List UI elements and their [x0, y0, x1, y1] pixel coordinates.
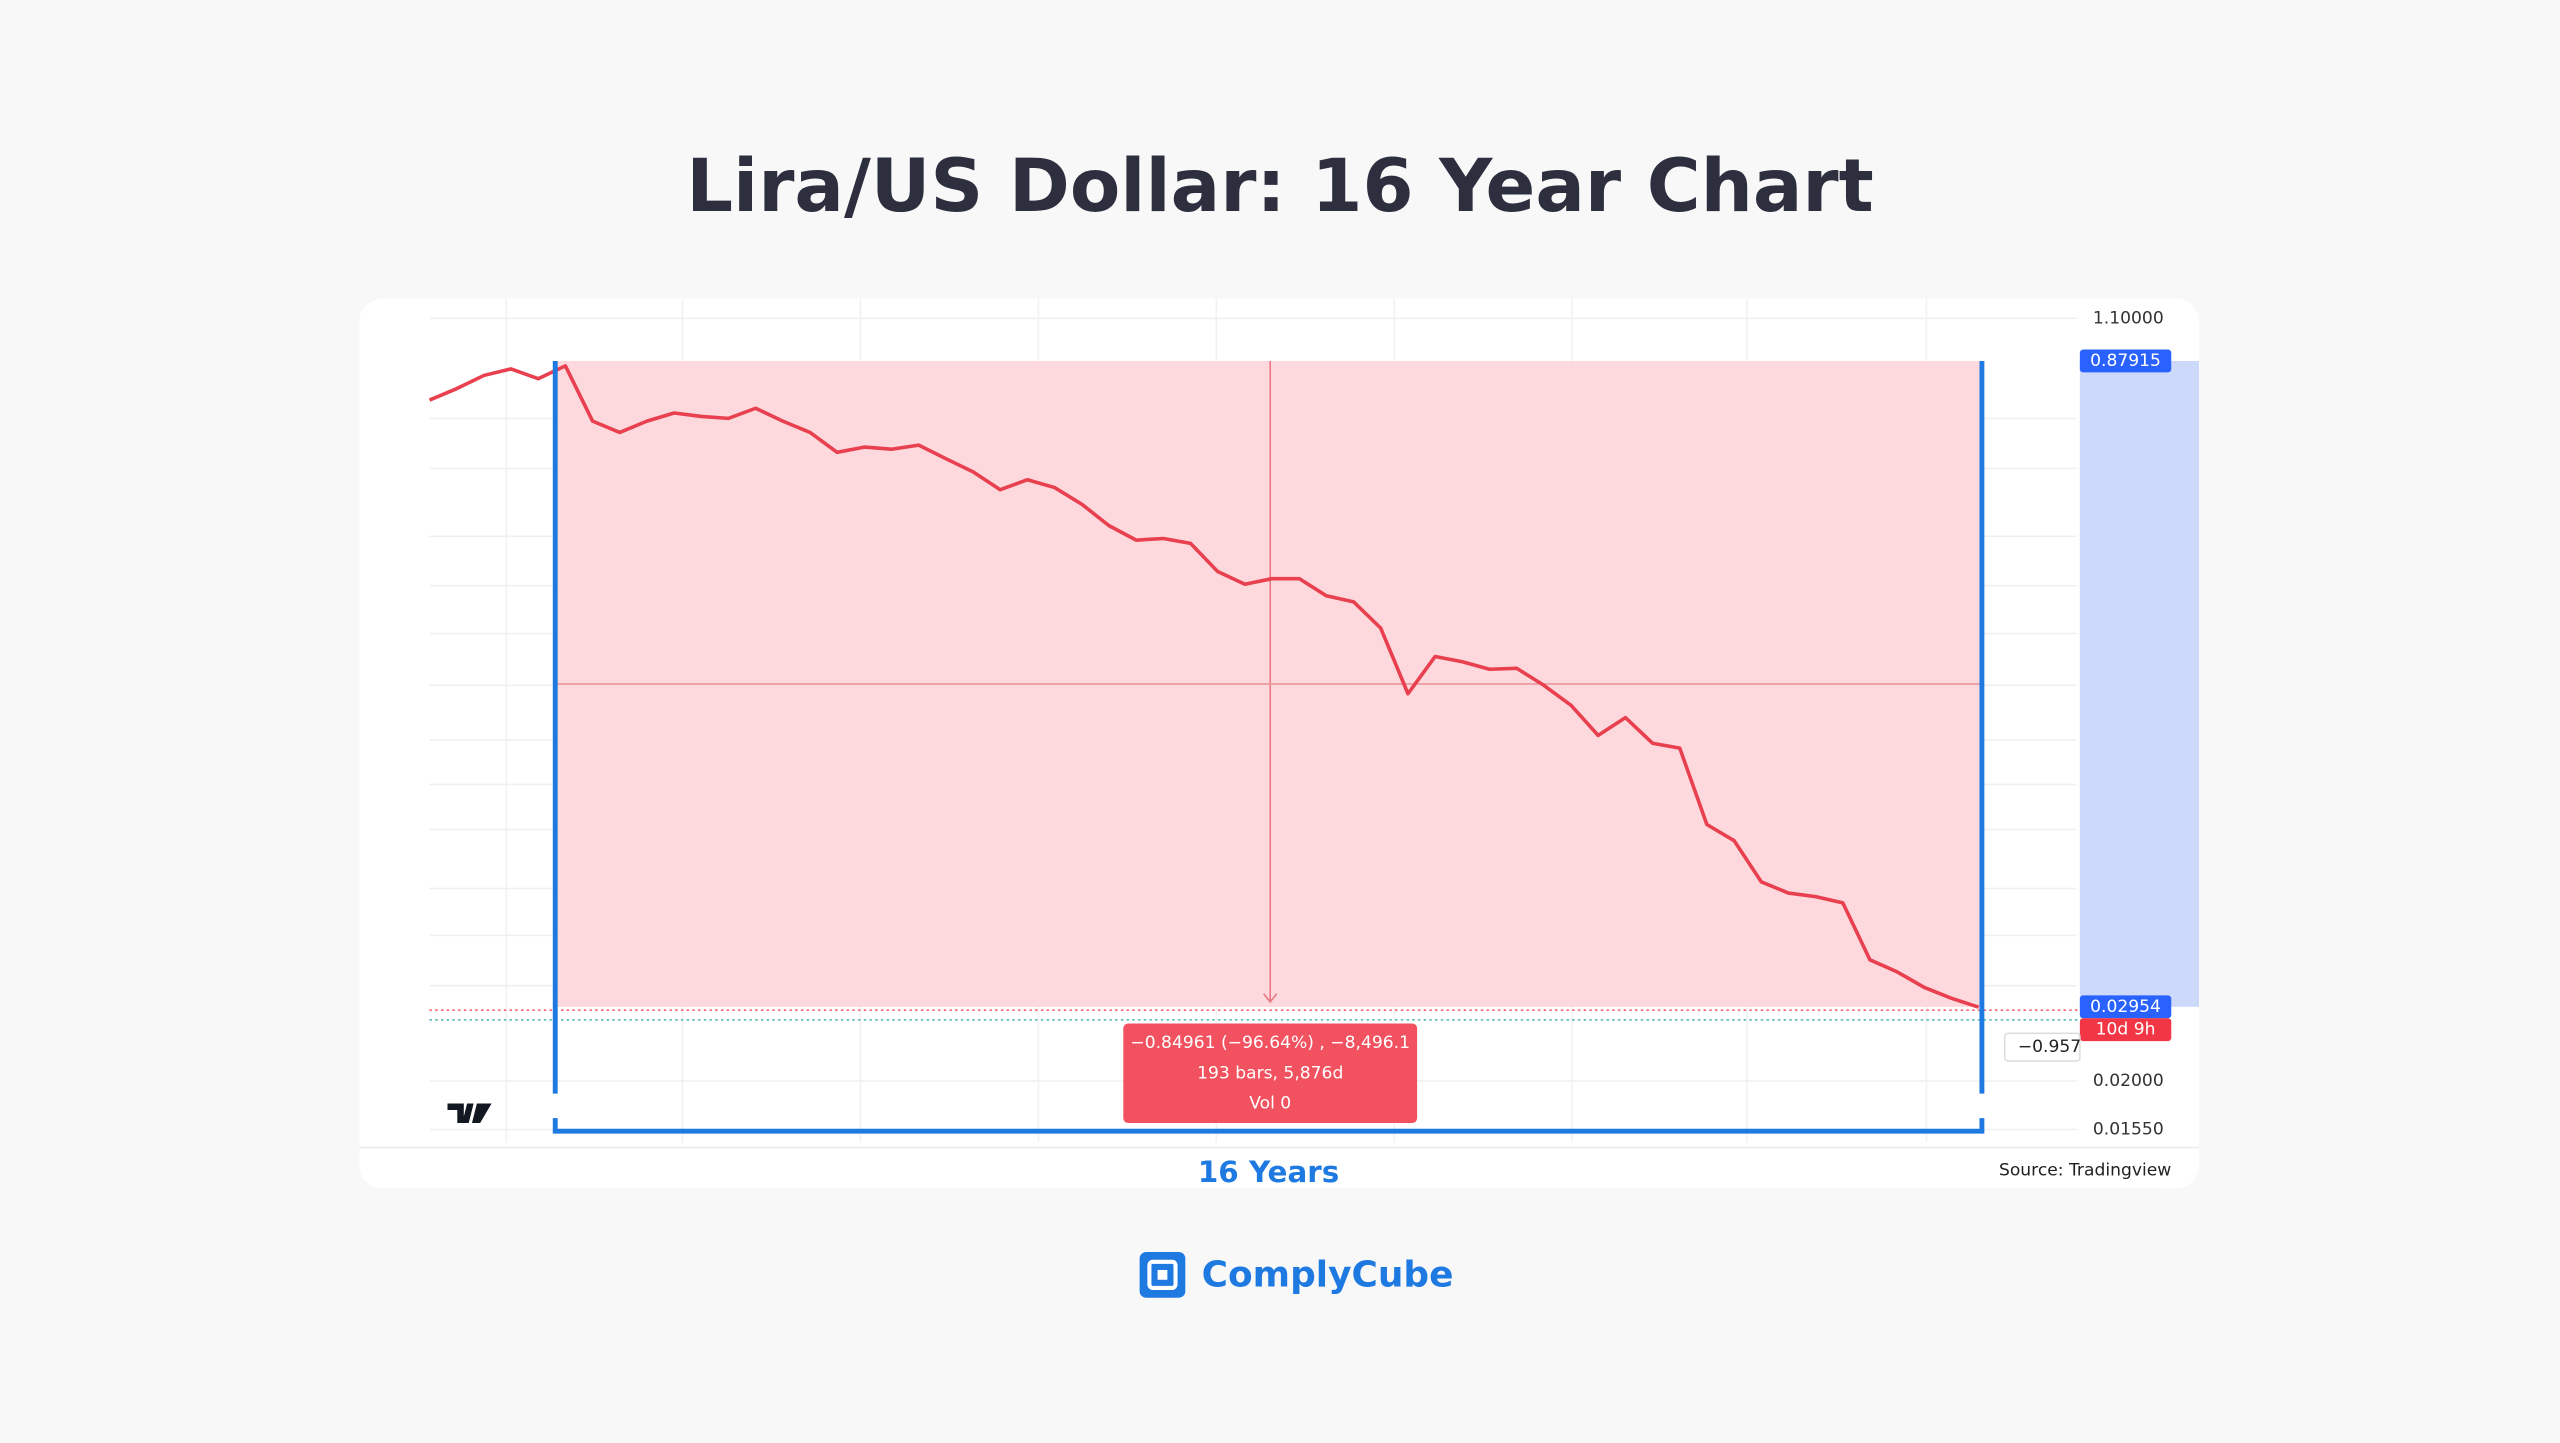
last-price-box: [2079, 995, 2172, 1019]
plot-layer: 1.100000.650000.500000.350000.270000.210…: [428, 308, 2200, 1140]
countdown-box: [2079, 1018, 2172, 1042]
price-line: [428, 364, 1980, 1009]
axis-range-highlight: [2079, 360, 2200, 1007]
tradingview-logo: [447, 1103, 492, 1124]
y-tick-label: 0.02000: [2093, 1071, 2164, 1091]
source: Source: Tradingview: [1999, 1160, 2171, 1180]
period-label: 16 Years: [1198, 1155, 1339, 1189]
start-price-label: 0.87915: [2090, 351, 2161, 371]
measure-text: Vol 0: [1249, 1093, 1291, 1113]
brand-icon-inner: [1147, 1259, 1178, 1290]
change-label: −0.957: [2018, 1037, 2081, 1057]
y-tick-label: 1.10000: [2093, 308, 2164, 328]
start-price-box: [2079, 349, 2172, 373]
change-box: [2003, 1032, 2081, 1062]
measure-text: 193 bars, 5,876d: [1197, 1063, 1343, 1083]
chart-title: Lira/US Dollar: 16 Year Chart: [686, 144, 1874, 229]
bracket-bottom: [552, 1118, 1985, 1134]
y-tick-label: 0.01550: [2093, 1120, 2164, 1140]
measure-text: −0.84961 (−96.64%) , −8,496.1: [1130, 1033, 1410, 1053]
brand-name: ComplyCube: [1202, 1255, 1454, 1296]
measure-tooltip: [1123, 1023, 1418, 1124]
last-price-label: 0.02954: [2090, 997, 2161, 1017]
countdown-label: 10d 9h: [2096, 1020, 2156, 1040]
brand-icon-core: [1157, 1269, 1168, 1280]
arrow-head: [1263, 993, 1278, 1004]
